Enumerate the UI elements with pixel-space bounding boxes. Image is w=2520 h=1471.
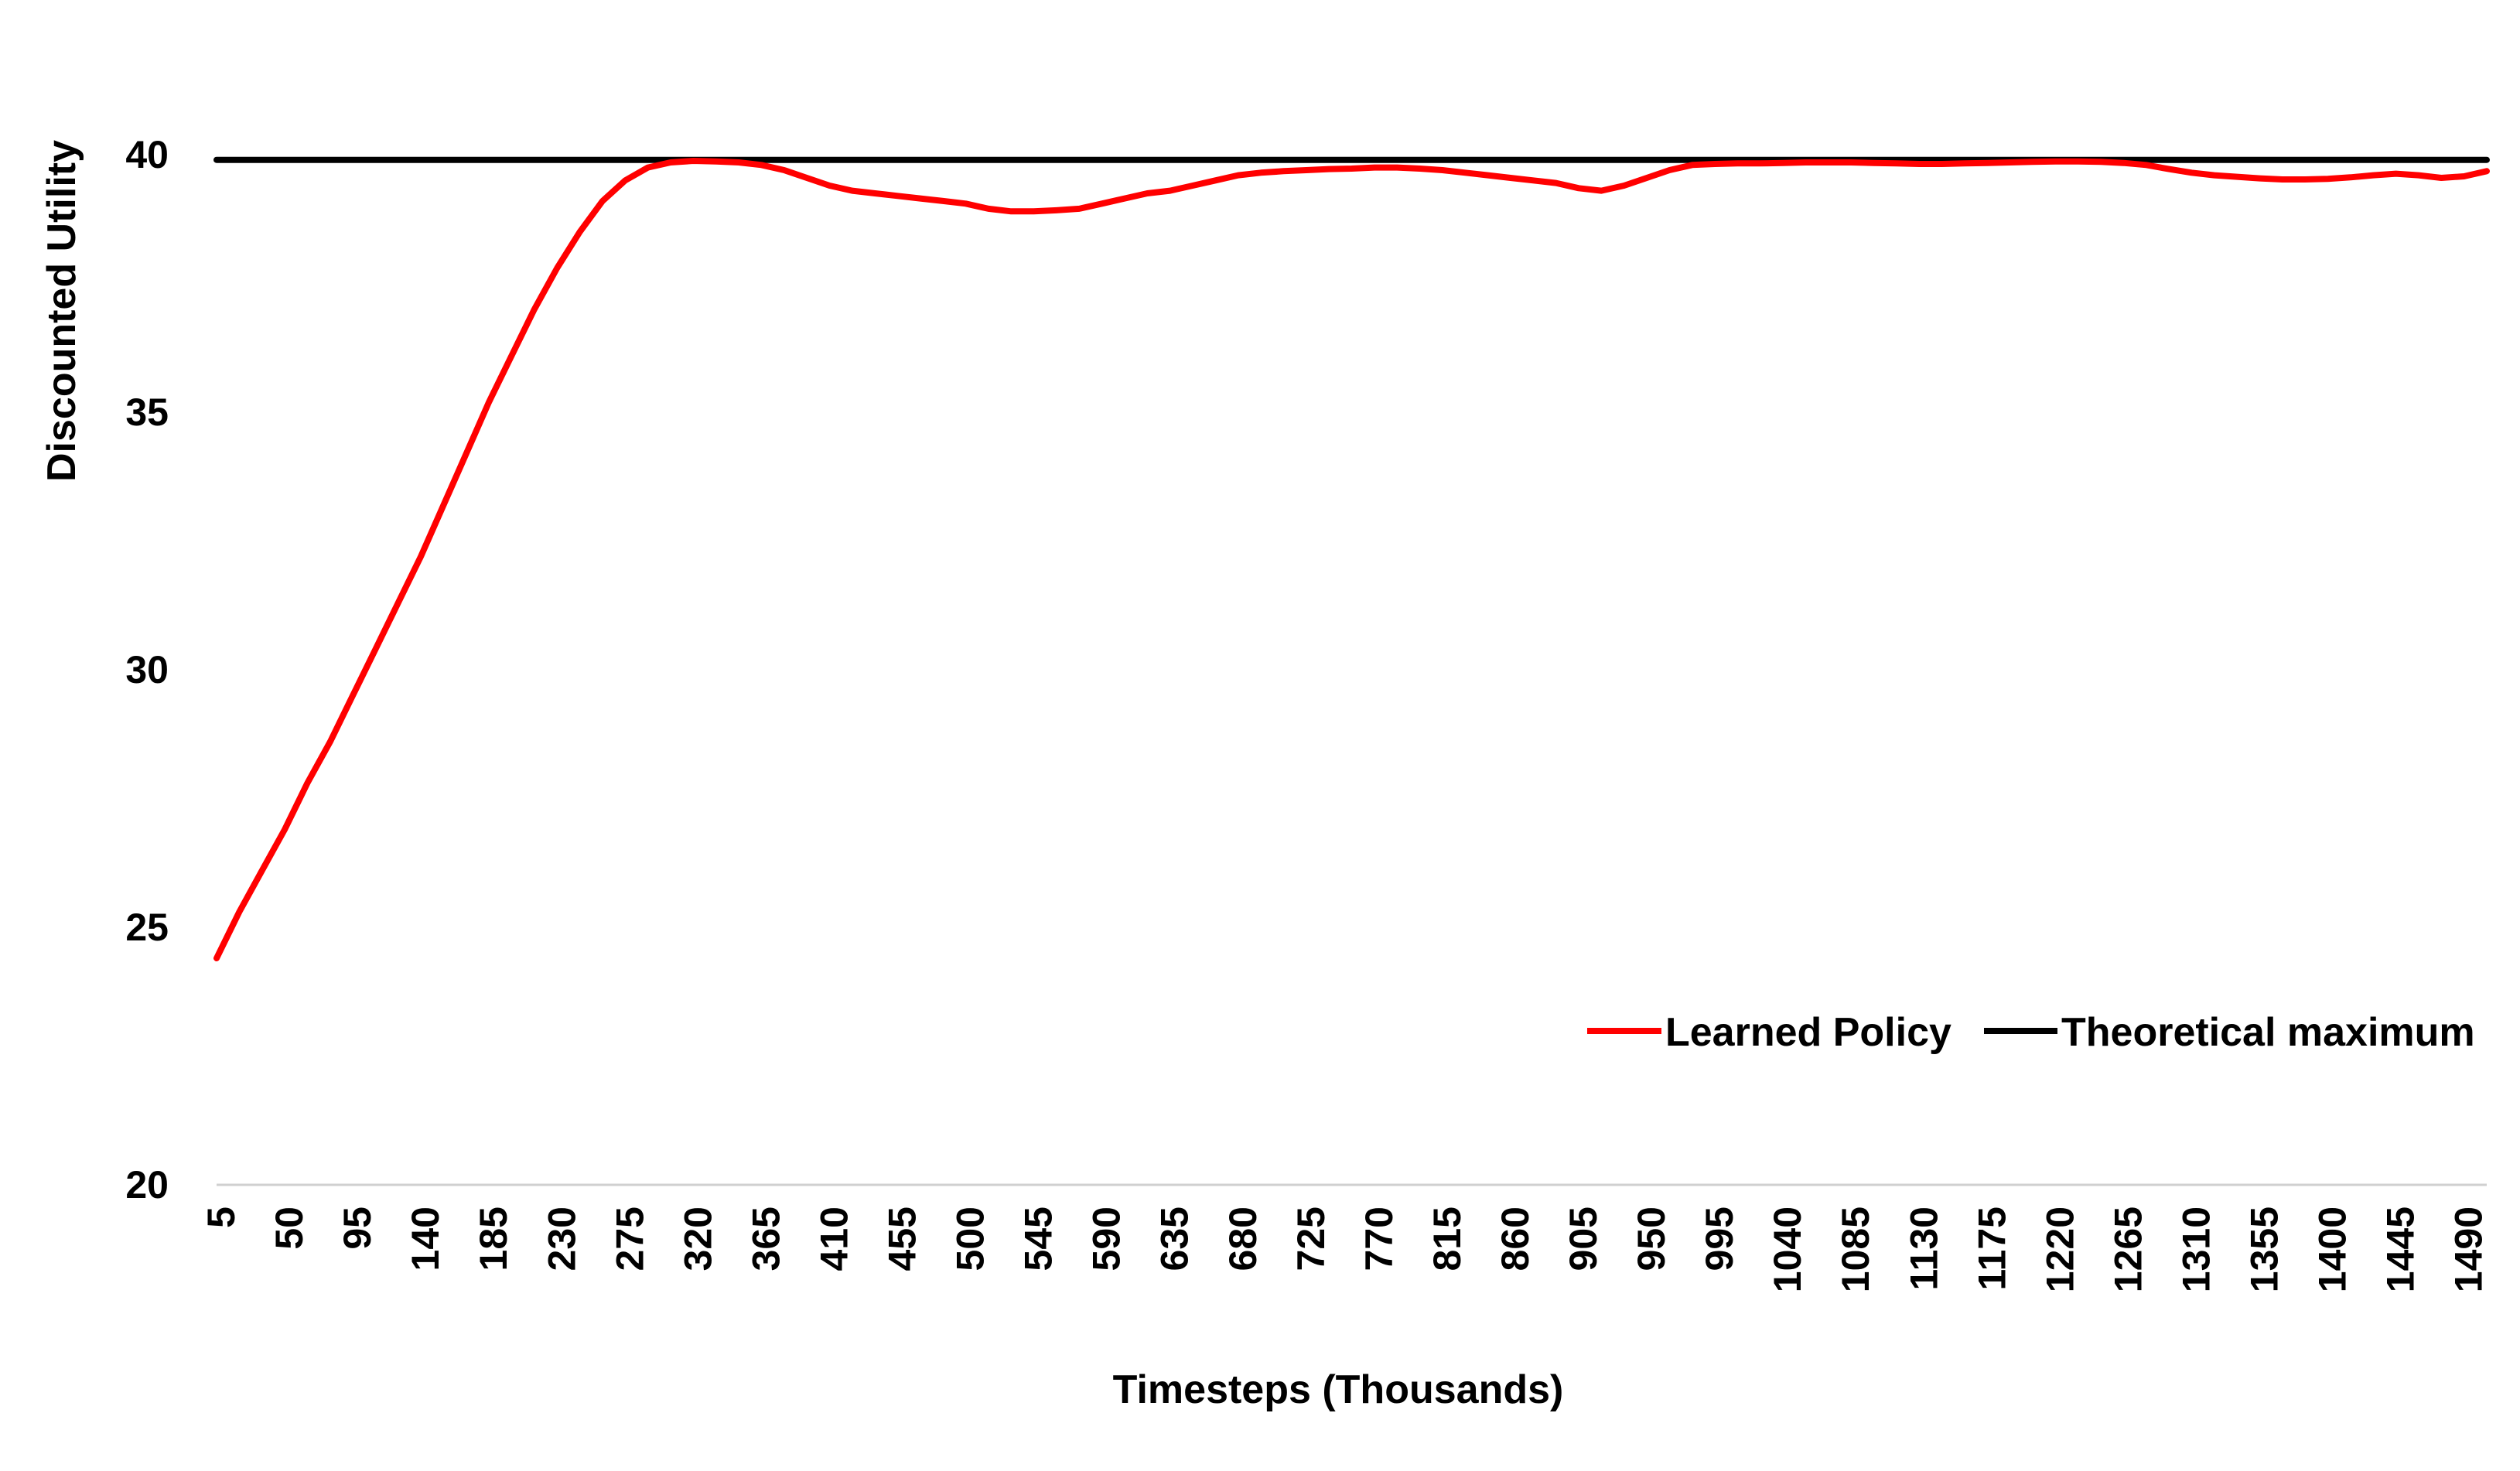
x-tick-label: 815 [1426, 1206, 1469, 1271]
x-tick-label: 410 [812, 1206, 855, 1271]
x-tick-label: 1085 [1834, 1206, 1877, 1292]
x-tick-label: 950 [1630, 1206, 1673, 1271]
x-tick-label: 905 [1562, 1206, 1605, 1271]
legend-label-learned-policy: Learned Policy [1665, 1010, 1951, 1055]
y-tick-label: 25 [125, 906, 169, 949]
series-line-learned-policy [213, 158, 2490, 961]
legend-label-theoretical-maximum: Theoretical maximum [2061, 1010, 2475, 1055]
y-tick-label: 40 [125, 133, 169, 176]
x-tick-label: 1400 [2311, 1206, 2354, 1292]
x-tick-label: 1130 [1902, 1206, 1945, 1290]
x-tick-label: 590 [1085, 1206, 1129, 1271]
y-axis-title: Discounted Utility [39, 140, 84, 482]
x-tick-label: 275 [608, 1206, 651, 1271]
x-tick-label: 1175 [1970, 1206, 2013, 1290]
x-tick-label: 455 [881, 1206, 924, 1271]
x-axis-title: Timesteps (Thousands) [1113, 1367, 1564, 1412]
x-tick-label: 725 [1289, 1206, 1333, 1271]
x-tick-label: 635 [1153, 1206, 1197, 1271]
x-tick-label: 320 [676, 1206, 719, 1271]
legend: Learned Policy Theoretical maximum [1587, 1010, 2475, 1055]
x-tick-label: 95 [336, 1206, 379, 1250]
x-tick-label: 50 [268, 1206, 311, 1250]
x-tick-label: 230 [540, 1206, 583, 1271]
series-layer [213, 156, 2490, 961]
x-tick-label: 5 [200, 1206, 243, 1228]
x-tick-label: 1220 [2038, 1206, 2081, 1292]
y-tick-label: 20 [125, 1163, 169, 1206]
x-tick-label: 1445 [2379, 1206, 2423, 1292]
x-tick-label: 770 [1357, 1206, 1401, 1271]
x-tick-label: 1355 [2243, 1206, 2286, 1292]
x-tick-label: 1490 [2447, 1206, 2491, 1292]
x-tick-label: 500 [949, 1206, 992, 1271]
x-tick-label: 1265 [2106, 1206, 2150, 1292]
x-tick-label: 140 [404, 1206, 447, 1271]
x-tick-label: 545 [1017, 1206, 1060, 1271]
y-tick-label: 30 [125, 648, 169, 691]
x-tick-label: 995 [1698, 1206, 1741, 1271]
x-axis-ticks: 5 50 95 140 185 230 275 320 365 410 455 500 545 590 63… [200, 1206, 2491, 1292]
y-tick-label: 35 [125, 391, 169, 434]
x-tick-label: 365 [744, 1206, 787, 1271]
x-tick-label: 185 [472, 1206, 515, 1271]
y-axis-ticks: 20 25 30 35 40 [125, 133, 169, 1206]
x-tick-label: 1040 [1766, 1206, 1809, 1292]
x-tick-label: 860 [1494, 1206, 1537, 1271]
x-tick-label: 680 [1221, 1206, 1265, 1271]
x-tick-label: 1310 [2174, 1206, 2218, 1292]
